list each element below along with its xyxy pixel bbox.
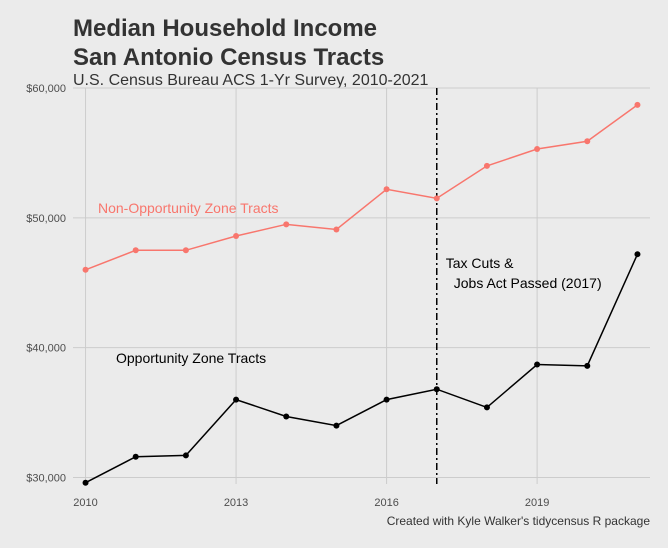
data-point xyxy=(534,146,541,153)
plot-panel xyxy=(73,88,650,484)
y-axis-tick-labels: $30,000 $40,000 $50,000 $60,000 xyxy=(26,83,66,485)
data-point xyxy=(82,479,89,486)
chart-title-line-2: San Antonio Census Tracts xyxy=(73,44,385,71)
data-point xyxy=(333,422,340,429)
chart-title: Median Household Income San Antonio Cens… xyxy=(73,14,384,72)
data-point xyxy=(483,162,490,169)
x-tick-label: 2010 xyxy=(73,497,97,509)
series-group xyxy=(82,101,641,486)
grid-lines xyxy=(73,87,650,484)
series-label-1: Opportunity Zone Tracts xyxy=(116,350,266,366)
y-tick-label: $30,000 xyxy=(26,473,66,485)
data-point xyxy=(634,101,641,108)
reference-line-label-2: Jobs Act Passed (2017) xyxy=(454,275,602,291)
y-tick-label: $40,000 xyxy=(26,343,66,355)
data-point xyxy=(584,138,591,145)
x-tick-label: 2016 xyxy=(374,497,398,509)
data-point xyxy=(233,233,240,240)
series-label-0: Non-Opportunity Zone Tracts xyxy=(98,200,279,216)
data-point xyxy=(483,404,490,411)
data-point xyxy=(433,386,440,393)
series-line-0 xyxy=(85,104,638,271)
data-point xyxy=(433,195,440,202)
data-point xyxy=(584,362,591,369)
data-point xyxy=(383,396,390,403)
data-point xyxy=(132,453,139,460)
y-tick-label: $50,000 xyxy=(26,213,66,225)
data-point xyxy=(82,266,89,273)
chart-title-line-1: Median Household Income xyxy=(73,15,378,42)
data-point xyxy=(383,186,390,193)
y-tick-label: $60,000 xyxy=(26,83,66,95)
data-point xyxy=(182,247,189,254)
data-point xyxy=(634,251,641,258)
series-labels-group: Non-Opportunity Zone Tracts Opportunity Z… xyxy=(98,200,279,366)
chart-caption: Created with Kyle Walker's tidycensus R … xyxy=(386,514,650,528)
x-tick-label: 2013 xyxy=(224,497,248,509)
data-point xyxy=(283,413,290,420)
data-point xyxy=(534,361,541,368)
reference-line-label-1: Tax Cuts & xyxy=(446,255,514,271)
data-point xyxy=(333,226,340,233)
x-axis-tick-labels: 2010 2013 2016 2019 xyxy=(73,497,549,509)
chart-subtitle: U.S. Census Bureau ACS 1-Yr Survey, 2010… xyxy=(73,72,429,89)
data-point xyxy=(182,452,189,459)
reference-line-group: Tax Cuts & Jobs Act Passed (2017) xyxy=(436,88,602,484)
data-point xyxy=(283,221,290,228)
data-point xyxy=(233,396,240,403)
series-line-1 xyxy=(85,253,639,484)
x-tick-label: 2019 xyxy=(525,497,549,509)
data-point xyxy=(132,247,139,254)
